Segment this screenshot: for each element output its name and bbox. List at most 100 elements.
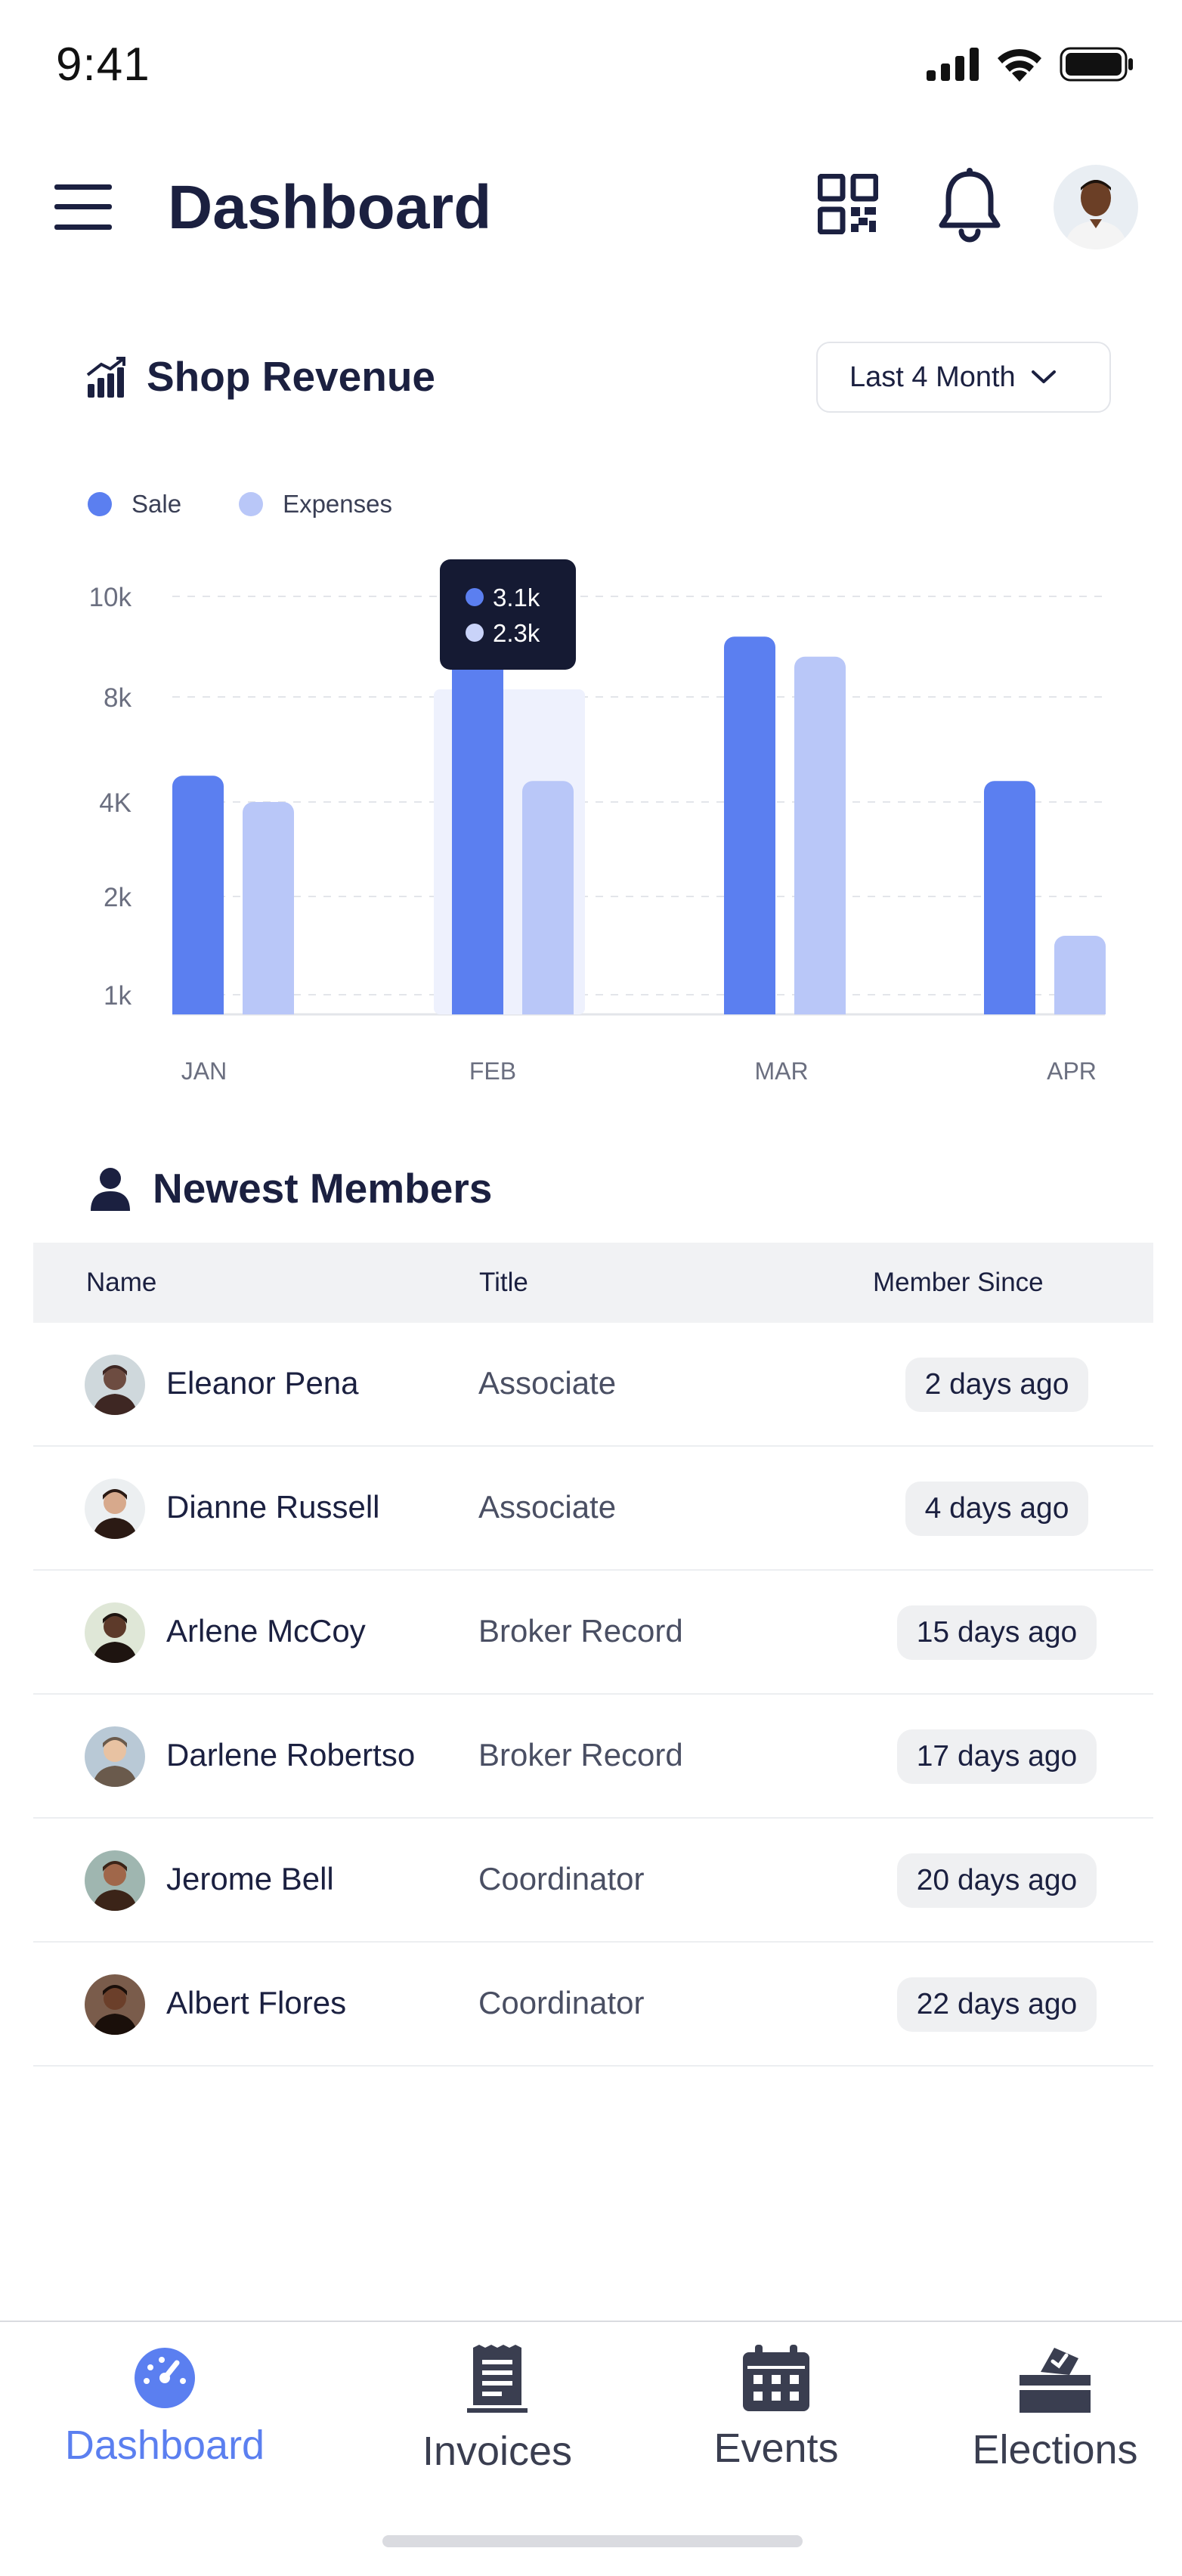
table-row[interactable]: Darlene Robertso Broker Record 17 days ago bbox=[33, 1695, 1153, 1819]
member-title: Broker Record bbox=[478, 1737, 683, 1773]
member-avatar bbox=[85, 1974, 145, 2035]
member-since-cell: 4 days ago bbox=[834, 1482, 1159, 1536]
chart-tooltip bbox=[440, 559, 576, 670]
x-tick-label: MAR bbox=[754, 1057, 808, 1085]
member-since-badge: 20 days ago bbox=[896, 1853, 1097, 1908]
member-name: Albert Flores bbox=[166, 1985, 347, 2020]
member-avatar bbox=[85, 1850, 145, 1911]
member-name: Darlene Robertso bbox=[166, 1737, 416, 1773]
nav-label-elections: Elections bbox=[972, 2427, 1138, 2472]
table-body: Eleanor Pena Associate 2 days ago Dianne Ru… bbox=[33, 1323, 1153, 2067]
sale-bar-mar bbox=[724, 636, 775, 1014]
tooltip-sale-dot bbox=[466, 588, 484, 606]
expenses-bar-base-jan bbox=[243, 1004, 294, 1014]
member-name: Eleanor Pena bbox=[166, 1365, 359, 1401]
status-time: 9:41 bbox=[56, 39, 150, 91]
table-row[interactable]: Arlene McCoy Broker Record 15 days ago bbox=[33, 1571, 1153, 1695]
chart-legend: Sale Expenses bbox=[88, 490, 392, 519]
member-avatar bbox=[85, 1478, 145, 1539]
y-tick-label: 4K bbox=[99, 788, 132, 818]
invoice-icon bbox=[467, 2345, 528, 2413]
member-avatar bbox=[85, 1355, 145, 1415]
x-tick-label: APR bbox=[1047, 1057, 1097, 1085]
legend-item-expenses[interactable]: Expenses bbox=[239, 490, 392, 519]
legend-label-sale: Sale bbox=[132, 490, 182, 518]
nav-item-dashboard[interactable]: Dashboard bbox=[60, 2345, 269, 2469]
dashboard-gauge-icon bbox=[135, 2348, 195, 2408]
wifi-icon bbox=[998, 48, 1041, 82]
sale-legend-dot bbox=[88, 492, 112, 516]
page-title: Dashboard bbox=[168, 173, 492, 242]
bar-chart-trend-icon bbox=[86, 357, 125, 398]
legend-item-sale[interactable]: Sale bbox=[88, 490, 181, 519]
member-since-cell: 15 days ago bbox=[834, 1605, 1159, 1660]
tooltip-sale-value: 3.1k bbox=[493, 584, 540, 611]
member-name: Jerome Bell bbox=[166, 1861, 334, 1896]
member-since-cell: 22 days ago bbox=[834, 1977, 1159, 2032]
member-name: Arlene McCoy bbox=[166, 1613, 366, 1649]
member-title: Broker Record bbox=[478, 1613, 683, 1649]
nav-label-dashboard: Dashboard bbox=[64, 2423, 265, 2468]
member-since-badge: 4 days ago bbox=[905, 1482, 1089, 1536]
home-indicator bbox=[382, 2535, 803, 2547]
battery-icon bbox=[1060, 47, 1133, 82]
x-tick-label: FEB bbox=[469, 1057, 516, 1085]
y-tick-label: 1k bbox=[104, 981, 132, 1011]
notification-bell-icon[interactable] bbox=[936, 168, 1004, 243]
tooltip-expenses-value: 2.3k bbox=[493, 619, 540, 647]
expenses-bar-jan bbox=[243, 802, 294, 1014]
column-header-title[interactable]: Title bbox=[479, 1268, 528, 1297]
expenses-bar-feb bbox=[522, 781, 574, 1014]
member-title: Coordinator bbox=[478, 1861, 645, 1896]
hamburger-menu-icon[interactable] bbox=[54, 184, 112, 230]
qr-code-icon[interactable] bbox=[818, 174, 878, 234]
expenses-bar-base-apr bbox=[1054, 1004, 1106, 1014]
member-title: Associate bbox=[478, 1489, 617, 1525]
signal-icon bbox=[927, 48, 979, 81]
y-tick-label: 2k bbox=[104, 883, 132, 912]
table-row[interactable]: Eleanor Pena Associate 2 days ago bbox=[33, 1323, 1153, 1447]
nav-item-invoices[interactable]: Invoices bbox=[408, 2345, 586, 2475]
sale-bar-jan bbox=[172, 776, 224, 1014]
calendar-icon bbox=[743, 2345, 809, 2411]
sale-bar-base-jan bbox=[172, 1004, 224, 1014]
y-tick-label: 10k bbox=[89, 583, 132, 612]
y-tick-label: 8k bbox=[104, 683, 132, 713]
expenses-bar-base-mar bbox=[794, 1004, 846, 1014]
members-title: Newest Members bbox=[153, 1165, 493, 1212]
table-row[interactable]: Jerome Bell Coordinator 20 days ago bbox=[33, 1819, 1153, 1943]
date-range-dropdown[interactable]: Last 4 Month bbox=[816, 342, 1111, 413]
sale-bar-apr bbox=[984, 781, 1035, 1014]
chevron-down-icon bbox=[1031, 370, 1056, 383]
sale-bar-feb bbox=[452, 656, 503, 1014]
members-table: Name Title Member Since Eleanor Pena Asso… bbox=[33, 1243, 1153, 2067]
expenses-bar-mar bbox=[794, 656, 846, 1014]
table-row[interactable]: Dianne Russell Associate 4 days ago bbox=[33, 1447, 1153, 1571]
revenue-card-header: Shop Revenue Last 4 Month bbox=[83, 340, 1111, 416]
member-since-badge: 15 days ago bbox=[896, 1605, 1097, 1660]
column-header-name[interactable]: Name bbox=[86, 1268, 157, 1297]
app-header: Dashboard bbox=[0, 133, 1182, 277]
member-title: Coordinator bbox=[478, 1985, 645, 2020]
expenses-legend-dot bbox=[239, 492, 264, 516]
sale-bar-base-feb bbox=[452, 1004, 503, 1014]
sale-bar-base-mar bbox=[724, 1004, 775, 1014]
revenue-title: Shop Revenue bbox=[147, 353, 436, 400]
profile-avatar[interactable] bbox=[1054, 165, 1138, 249]
column-header-member-since[interactable]: Member Since bbox=[873, 1268, 1044, 1297]
bottom-navigation: Dashboard Invoices Events bbox=[0, 2321, 1182, 2576]
member-since-badge: 22 days ago bbox=[896, 1977, 1097, 2032]
status-icons bbox=[927, 47, 1134, 82]
table-row[interactable]: Albert Flores Coordinator 22 days ago bbox=[33, 1943, 1153, 2067]
legend-label-expenses: Expenses bbox=[283, 490, 392, 518]
nav-label-invoices: Invoices bbox=[422, 2429, 573, 2474]
nav-item-events[interactable]: Events bbox=[698, 2345, 854, 2472]
member-avatar bbox=[85, 1602, 145, 1663]
revenue-bar-chart[interactable]: 1k 2k 4K 8k 10k JAN FEB MAR APR 3.1k 2.3k bbox=[0, 529, 1182, 1104]
member-since-badge: 2 days ago bbox=[905, 1358, 1089, 1412]
nav-item-elections[interactable]: Elections bbox=[964, 2345, 1146, 2473]
status-bar: 9:41 bbox=[0, 0, 1182, 133]
ballot-box-icon bbox=[1020, 2348, 1091, 2413]
sale-bar-base-apr bbox=[984, 1004, 1035, 1014]
expenses-bar-apr bbox=[1054, 936, 1106, 1014]
